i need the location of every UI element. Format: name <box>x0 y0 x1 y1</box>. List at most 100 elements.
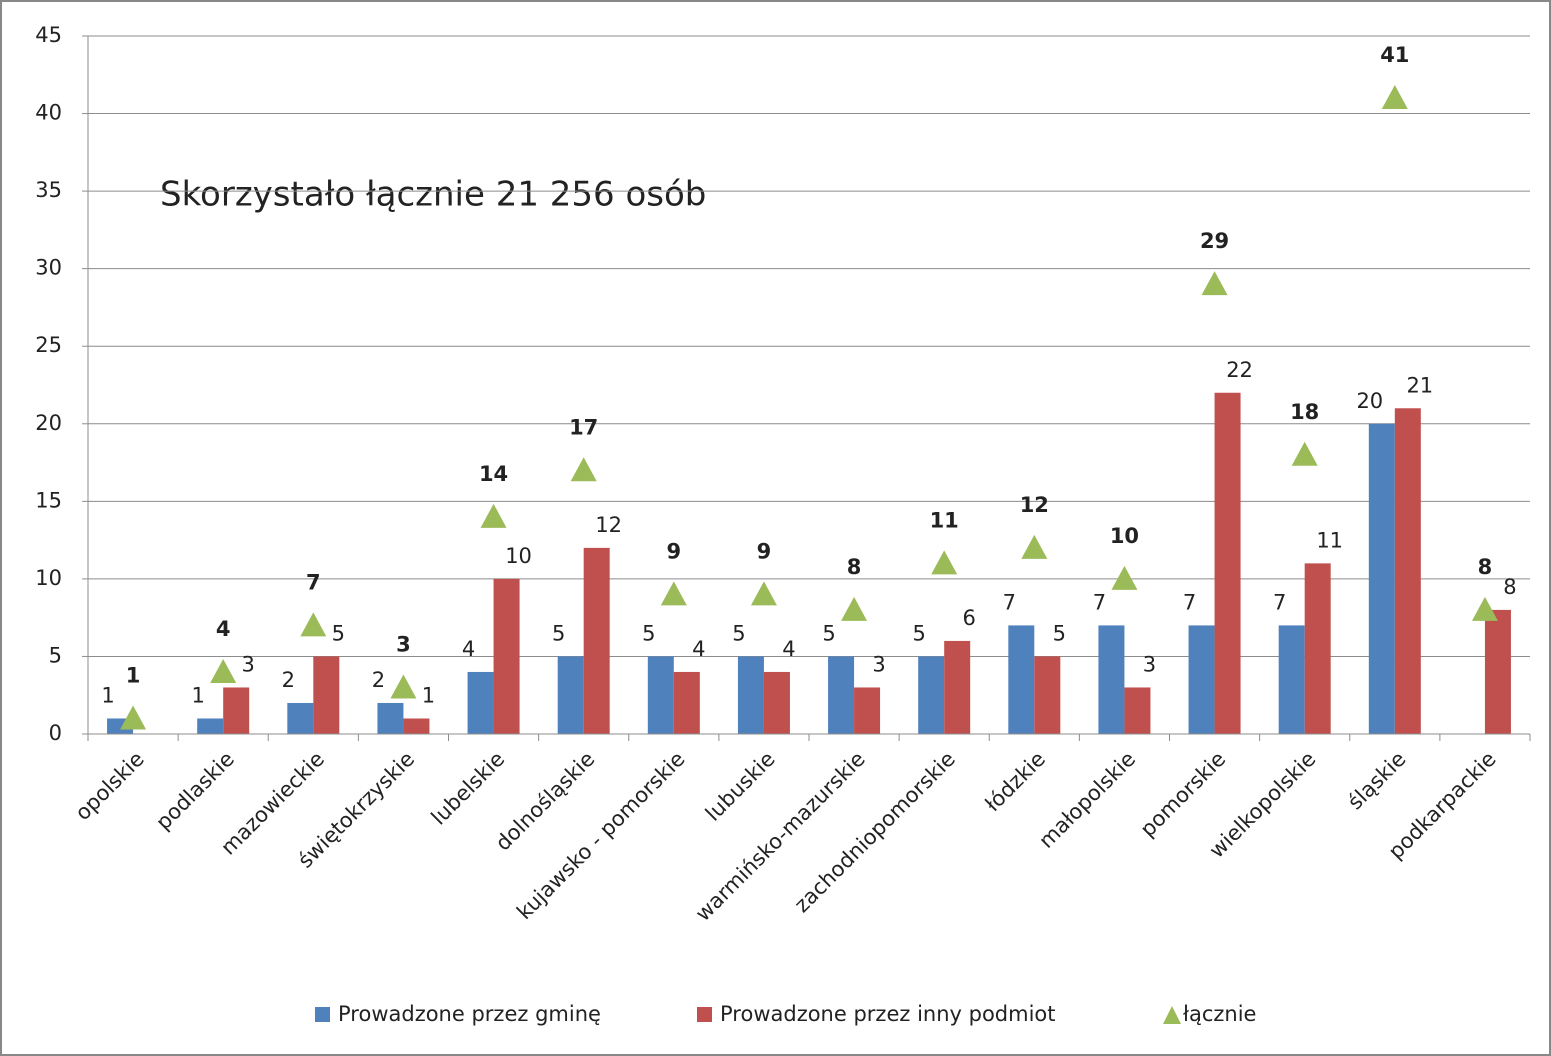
data-label: 5 <box>732 621 745 645</box>
triangle-marker <box>931 550 958 575</box>
bar <box>1124 687 1151 734</box>
bar <box>287 702 314 734</box>
bar <box>223 687 250 734</box>
bar <box>1484 609 1511 734</box>
bar <box>647 656 674 734</box>
triangle-marker <box>1201 271 1228 296</box>
annotation: Skorzystało łącznie 21 256 osób <box>160 175 706 215</box>
data-label: 5 <box>642 621 655 645</box>
data-label: 3 <box>1143 652 1156 676</box>
bar <box>1394 408 1421 734</box>
legend-label: Prowadzone przez gminę <box>338 1002 601 1026</box>
data-label: 7 <box>1273 590 1286 614</box>
data-label: 14 <box>479 462 508 486</box>
triangle-marker <box>210 658 237 683</box>
data-label: 29 <box>1200 229 1229 253</box>
triangle-marker <box>300 612 327 637</box>
triangle-marker <box>570 457 597 482</box>
legend-swatch <box>315 1007 330 1022</box>
data-label: 1 <box>101 683 114 707</box>
bar <box>377 702 404 734</box>
bar <box>1214 392 1241 734</box>
data-label: 4 <box>692 637 705 661</box>
y-tick-label: 15 <box>35 488 62 512</box>
triangle-marker <box>1021 534 1048 559</box>
data-label: 1 <box>422 683 435 707</box>
data-label: 2 <box>372 668 385 692</box>
legend-label: łącznie <box>1183 1002 1256 1026</box>
data-label: 12 <box>595 513 622 537</box>
bar <box>1098 625 1125 734</box>
data-label: 3 <box>872 652 885 676</box>
data-label: 18 <box>1290 400 1319 424</box>
data-label: 7 <box>1003 590 1016 614</box>
data-label: 5 <box>552 621 565 645</box>
data-label: 22 <box>1226 358 1253 382</box>
data-label: 20 <box>1356 389 1383 413</box>
data-label: 3 <box>242 652 255 676</box>
bar <box>673 671 700 734</box>
data-label: 5 <box>1053 621 1066 645</box>
data-label: 4 <box>216 617 231 641</box>
legend-swatch <box>697 1007 712 1022</box>
data-label: 17 <box>569 415 598 439</box>
triangle-marker <box>660 581 687 606</box>
bar <box>197 718 224 734</box>
bar <box>918 656 945 734</box>
triangle-marker <box>120 705 147 730</box>
legend-swatch <box>1163 1006 1181 1024</box>
data-label: 7 <box>1183 590 1196 614</box>
data-label: 8 <box>1478 555 1493 579</box>
data-label: 11 <box>930 508 959 532</box>
y-tick-label: 20 <box>35 411 62 435</box>
data-label: 6 <box>963 606 976 630</box>
y-tick-label: 30 <box>35 256 62 280</box>
bar <box>828 656 855 734</box>
triangle-marker <box>1381 85 1408 110</box>
data-label: 2 <box>282 668 295 692</box>
y-tick-label: 25 <box>35 333 62 357</box>
data-label: 8 <box>847 555 862 579</box>
bar <box>1368 423 1395 734</box>
triangle-marker <box>480 503 507 528</box>
bar <box>583 547 610 734</box>
data-label: 1 <box>192 683 205 707</box>
data-label: 41 <box>1380 43 1409 67</box>
data-label: 9 <box>757 539 772 563</box>
bar <box>313 656 340 734</box>
y-tick-label: 40 <box>35 101 62 125</box>
y-tick-label: 35 <box>35 178 62 202</box>
y-tick-label: 0 <box>49 721 62 745</box>
data-label: 5 <box>913 621 926 645</box>
bar <box>557 656 584 734</box>
data-label: 4 <box>462 637 475 661</box>
y-tick-label: 45 <box>35 23 62 47</box>
data-label: 7 <box>306 570 321 594</box>
data-label: 1 <box>126 663 141 687</box>
data-label: 11 <box>1316 528 1343 552</box>
bar <box>1304 563 1331 734</box>
legend-label: Prowadzone przez inny podmiot <box>720 1002 1056 1026</box>
bar <box>737 656 764 734</box>
data-label: 3 <box>396 632 411 656</box>
bar <box>467 671 494 734</box>
y-tick-label: 10 <box>35 566 62 590</box>
bar <box>763 671 790 734</box>
bar <box>854 687 881 734</box>
data-label: 5 <box>332 621 345 645</box>
bar <box>1188 625 1215 734</box>
triangle-marker <box>1471 596 1498 621</box>
data-label: 5 <box>822 621 835 645</box>
data-label: 21 <box>1406 373 1433 397</box>
bar <box>403 718 430 734</box>
bar <box>1034 656 1061 734</box>
triangle-marker <box>390 674 417 699</box>
triangle-marker <box>750 581 777 606</box>
bar <box>1278 625 1305 734</box>
y-tick-label: 5 <box>49 643 62 667</box>
triangle-marker <box>841 596 868 621</box>
data-label: 10 <box>1110 524 1139 548</box>
